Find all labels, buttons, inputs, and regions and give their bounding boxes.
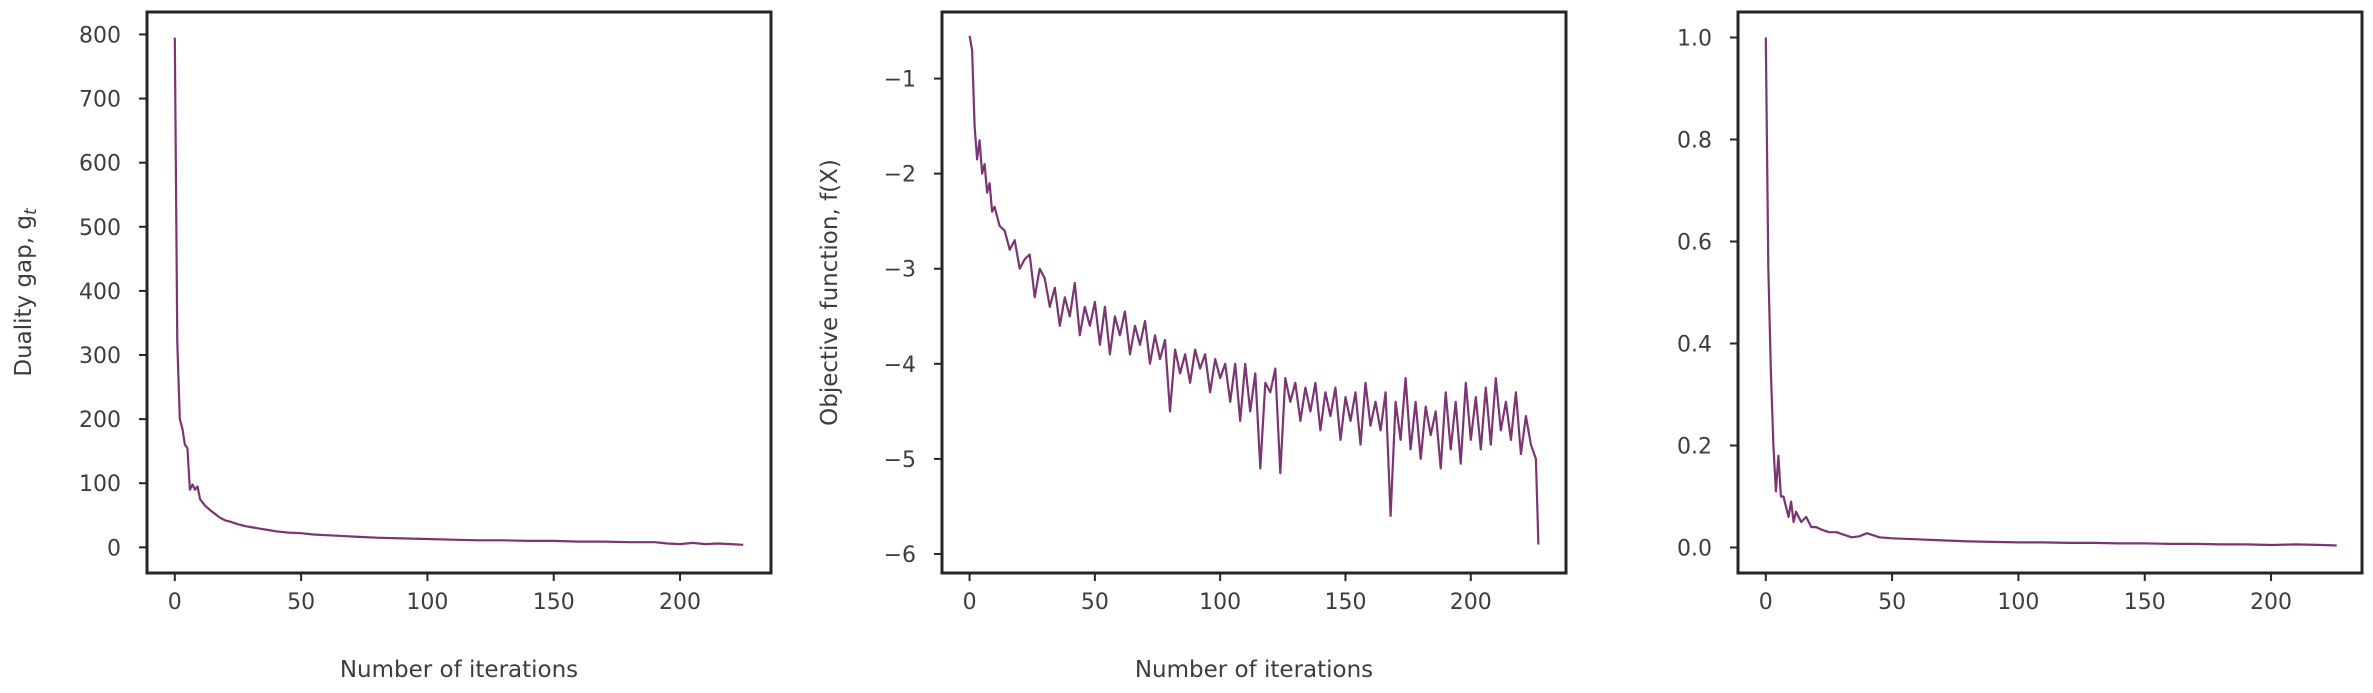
series-line-1 — [1764, 37, 2337, 547]
x-tick-label: 0 — [1759, 590, 1773, 615]
y-axis-label-subscript: t — [21, 207, 41, 215]
y-tick-label: 500 — [79, 216, 121, 241]
x-tick-label: 200 — [2250, 590, 2292, 615]
x-tick-label: 50 — [1878, 590, 1906, 615]
y-tick-label: −6 — [884, 543, 916, 568]
x-tick-label: 100 — [1997, 590, 2039, 615]
y-tick-label: −4 — [884, 353, 916, 378]
x-tick-label: 200 — [659, 590, 701, 615]
x-tick-label: 150 — [2124, 590, 2166, 615]
y-tick-label: 0.4 — [1677, 333, 1712, 358]
x-tick-label: 200 — [1450, 590, 1492, 615]
x-tick-label: 0 — [168, 590, 182, 615]
plot-frame — [1736, 10, 2364, 575]
y-tick-label: −5 — [884, 448, 916, 473]
y-tick-label: 600 — [79, 152, 121, 177]
y-tick-label: 300 — [79, 344, 121, 369]
y-tick-label: 0 — [107, 536, 121, 561]
y-tick-label: −3 — [884, 258, 916, 283]
chart-panel-3: 0 50 100 150 200 0.0 0.2 0.4 0.6 0.8 1.0 — [1677, 10, 2364, 615]
x-tick-label: 150 — [1324, 590, 1366, 615]
x-axis-label: Number of iterations — [340, 657, 578, 683]
x-tick-label: 50 — [287, 590, 315, 615]
chart-panel-1: 0 50 100 150 200 0 100 200 300 400 500 600 700 800 Num… — [11, 10, 773, 683]
x-tick-label: 50 — [1081, 590, 1109, 615]
x-axis-label: Number of iterations — [1135, 657, 1373, 683]
y-tick-label: 0.8 — [1677, 129, 1712, 154]
y-tick-label: 100 — [79, 472, 121, 497]
y-tick-label: 0.6 — [1677, 231, 1712, 256]
y-axis-label: Objective function, f(X) — [817, 159, 843, 426]
y-tick-label: 0.0 — [1677, 537, 1712, 562]
chart-panel-2: 0 50 100 150 200 −1 −2 −3 −4 −5 −6 Number of iterat… — [817, 10, 1568, 683]
x-tick-label: 100 — [406, 590, 448, 615]
y-tick-label: 1.0 — [1677, 27, 1712, 52]
x-tick-label: 0 — [963, 590, 977, 615]
plot-frame — [940, 10, 1568, 575]
plot-frame — [145, 10, 773, 575]
y-tick-label: 700 — [79, 88, 121, 113]
x-tick-label: 100 — [1199, 590, 1241, 615]
y-tick-label: 0.2 — [1677, 435, 1712, 460]
y-tick-label: 400 — [79, 280, 121, 305]
series-line-1 — [968, 35, 1540, 545]
y-tick-label: −2 — [884, 163, 916, 188]
x-tick-label: 150 — [533, 590, 575, 615]
series-line-1 — [173, 37, 744, 546]
y-tick-label: 200 — [79, 408, 121, 433]
y-tick-label: −1 — [884, 68, 916, 93]
y-axis-label: Duality gap, gt — [11, 207, 41, 377]
y-tick-label: 800 — [79, 23, 121, 48]
